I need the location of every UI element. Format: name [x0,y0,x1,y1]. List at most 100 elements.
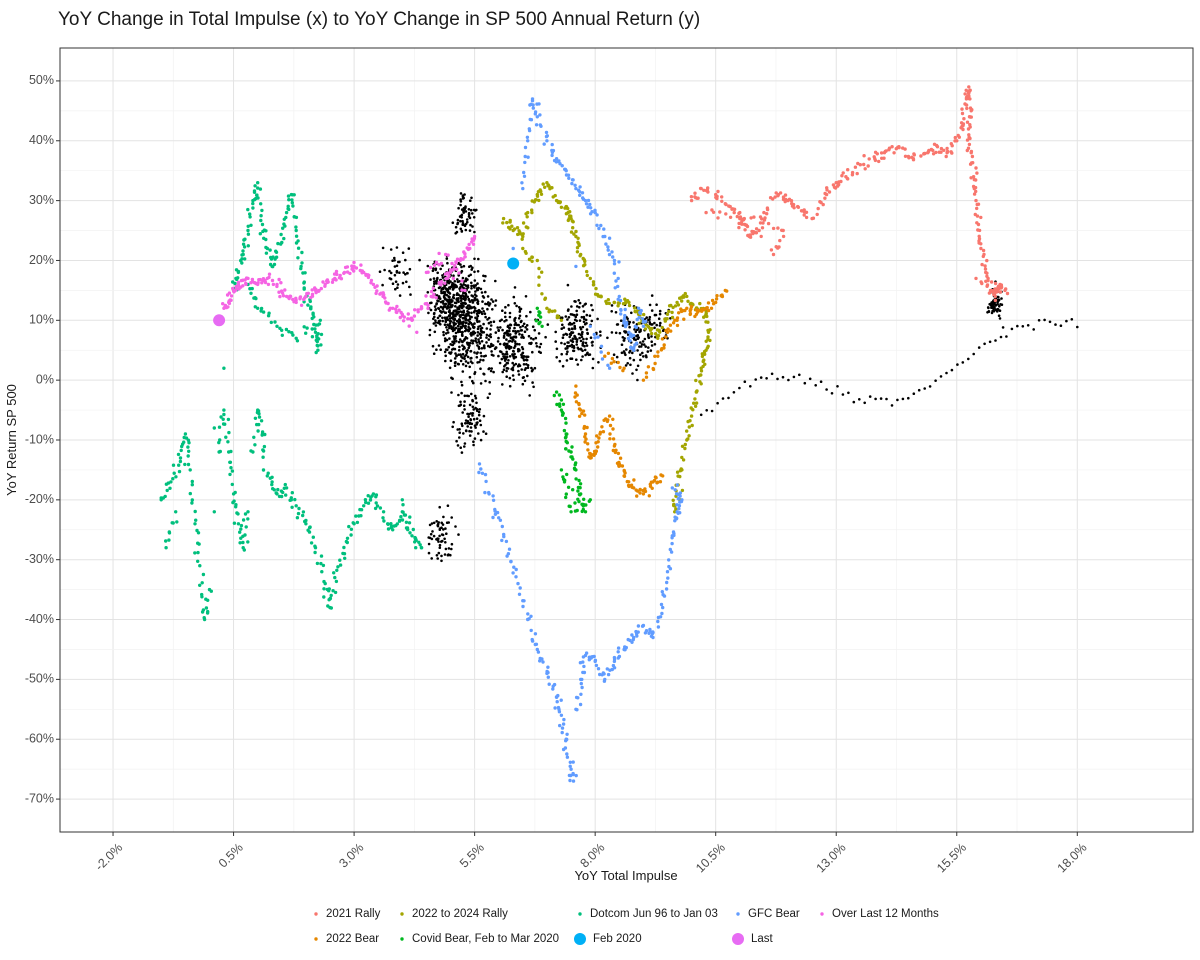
data-point [277,277,281,282]
data-point [278,326,282,330]
data-point [979,246,983,251]
background-point [434,308,438,311]
background-point [494,331,498,334]
background-point [428,328,432,332]
background-point [518,308,522,311]
data-point [239,258,243,263]
background-point [441,276,445,279]
background-point [463,394,467,398]
data-point [375,504,380,508]
data-point [551,687,555,691]
data-point [366,275,371,280]
background-point [442,302,445,305]
background-point [445,532,448,535]
data-point [985,283,990,287]
data-point [505,220,509,225]
data-point [671,321,676,325]
data-point [606,245,610,249]
background-point [460,265,463,269]
data-point [681,458,686,462]
data-point [636,489,640,493]
background-point [1016,324,1019,328]
background-point [641,340,645,343]
background-point [486,307,489,311]
data-point [374,493,379,497]
background-point [986,306,990,309]
data-point [306,303,310,307]
data-point [467,242,471,247]
data-point [675,300,679,305]
background-point [511,366,515,370]
data-point [183,432,188,436]
background-point [489,333,492,336]
background-point [406,271,409,275]
background-point [463,291,467,295]
data-point [594,449,598,454]
data-point [241,242,246,246]
data-point [644,375,649,379]
data-point [903,154,908,158]
background-point [635,368,638,372]
background-point [478,408,482,411]
background-point [531,350,534,354]
background-point [459,283,463,286]
background-point [615,323,619,326]
background-point [650,323,653,326]
background-point [441,307,445,311]
data-point [553,309,557,313]
data-point [574,400,579,404]
background-point [440,559,443,563]
data-point [544,130,549,135]
data-point [858,163,862,167]
legend-label: 2021 Rally [326,908,381,920]
background-point [445,293,449,297]
background-point [442,528,445,531]
data-point [676,492,681,497]
data-point [293,497,297,502]
data-point [724,202,728,207]
background-point [459,353,462,356]
data-point [599,350,603,354]
background-point [590,303,593,307]
data-point [982,252,986,257]
background-point [479,367,482,371]
background-point [582,315,586,319]
data-point [580,685,584,690]
data-point [399,515,403,519]
data-point [996,285,1000,290]
background-point [649,349,653,352]
data-point [241,518,246,522]
data-point [890,145,894,149]
data-point [699,366,703,370]
data-point [588,324,592,328]
data-point [230,482,234,487]
data-point [653,354,657,358]
y-tick-label: -60% [25,732,54,746]
background-point [519,329,523,332]
background-point [554,330,557,334]
data-point [641,324,646,328]
background-point [646,350,650,353]
background-point [567,323,571,326]
data-point [483,472,488,477]
background-point [577,332,581,336]
data-point [233,288,238,292]
background-point [436,299,439,303]
data-point [666,576,670,580]
data-point [823,191,827,196]
background-point [814,384,817,387]
data-point [537,198,541,203]
background-point [625,348,628,351]
data-point [815,212,819,217]
background-point [402,271,405,274]
background-point [445,299,449,302]
data-point [683,442,687,447]
background-point [490,367,494,370]
background-point [455,354,458,357]
background-point [803,381,807,385]
data-point [627,480,631,484]
data-point [979,280,983,284]
data-point [586,205,590,209]
background-point [447,291,450,294]
data-point [845,176,849,181]
